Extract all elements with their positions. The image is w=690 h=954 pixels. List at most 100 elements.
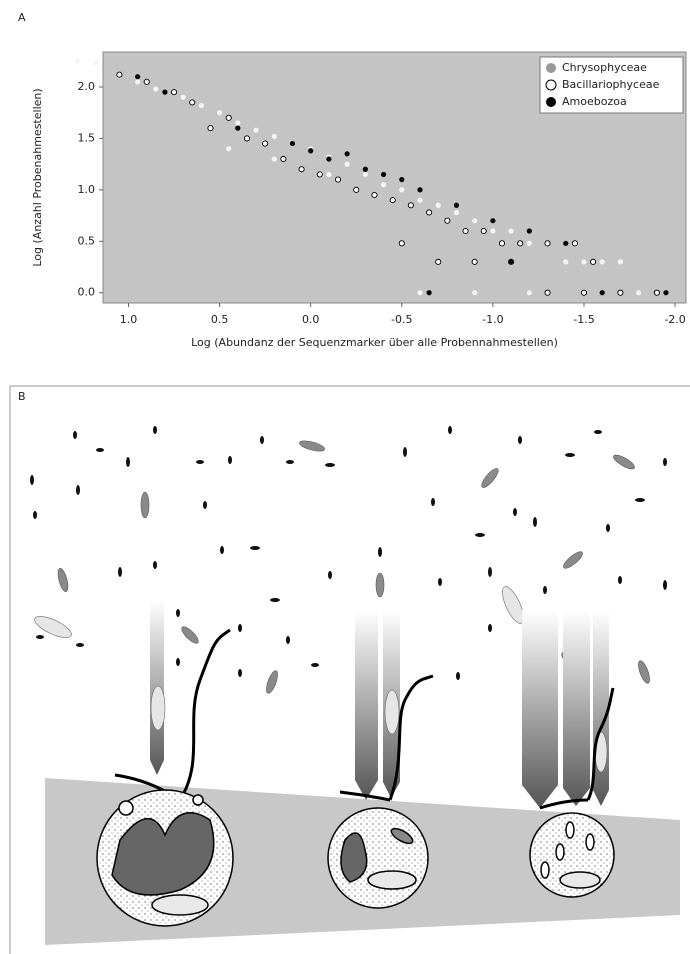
x-tick-label: 0.0	[302, 313, 320, 326]
point	[453, 209, 460, 216]
diagram: B	[9, 385, 690, 954]
point	[389, 197, 396, 204]
point	[508, 228, 514, 234]
point	[563, 240, 569, 246]
panel-label: B	[18, 390, 26, 403]
point	[225, 114, 232, 121]
point	[334, 176, 342, 183]
y-tick-label: 1.0	[78, 183, 96, 196]
y-tick-label: 1.5	[78, 131, 96, 144]
diatom	[150, 685, 166, 731]
legend-label: Bacillariophyceae	[562, 78, 660, 91]
point	[226, 146, 232, 152]
point	[417, 197, 423, 203]
amoebae	[96, 789, 615, 927]
point	[526, 240, 532, 246]
legend-marker	[546, 97, 556, 107]
point	[344, 161, 350, 167]
point	[581, 259, 587, 265]
point	[344, 151, 350, 157]
point	[417, 187, 423, 193]
legend-marker	[546, 63, 556, 73]
point	[517, 240, 524, 247]
point	[143, 78, 150, 85]
legend-label: Chrysophyceae	[562, 61, 647, 74]
point	[271, 156, 277, 162]
point	[571, 240, 578, 247]
x-tick-label: -1.5	[573, 313, 594, 326]
point	[526, 290, 532, 296]
point	[617, 289, 624, 296]
point	[498, 240, 506, 247]
x-axis-label: Log (Abundanz der Sequenzmarker über all…	[191, 336, 558, 349]
point	[326, 156, 332, 162]
point	[399, 176, 405, 183]
y-tick-label: 0.0	[78, 286, 96, 299]
x-tick-label: 0.5	[211, 313, 229, 326]
point	[508, 259, 514, 265]
x-tick-label: 1.0	[120, 313, 138, 326]
x-tick-label: -0.5	[391, 313, 412, 326]
point	[316, 171, 323, 178]
point	[580, 289, 588, 296]
point	[93, 60, 99, 66]
point	[599, 259, 605, 265]
point	[599, 290, 605, 296]
point	[135, 79, 141, 85]
point	[135, 74, 141, 80]
point	[407, 202, 414, 209]
legend-marker	[545, 79, 557, 91]
diatom	[384, 689, 400, 735]
point	[180, 94, 186, 100]
x-tick-label: -2.0	[664, 313, 685, 326]
point	[472, 290, 478, 296]
algae	[57, 440, 650, 758]
legend-box	[539, 56, 684, 114]
panel-label: A	[18, 11, 26, 24]
point	[371, 191, 378, 199]
point	[490, 228, 496, 234]
point	[490, 218, 496, 224]
point	[544, 240, 551, 247]
point	[298, 166, 305, 173]
point	[480, 227, 487, 235]
y-axis-label: Log (Anzahl Probenahmestellen)	[31, 88, 44, 266]
point	[153, 86, 159, 92]
point	[526, 228, 532, 234]
point	[189, 99, 196, 106]
point	[235, 120, 241, 126]
point	[380, 182, 387, 188]
point	[435, 258, 442, 265]
x-tick-label: -1.0	[482, 313, 503, 326]
point	[453, 202, 460, 208]
point	[326, 171, 332, 178]
point	[362, 166, 368, 172]
point	[308, 148, 314, 154]
y-tick-label: 2.0	[78, 80, 96, 93]
point	[171, 89, 178, 96]
point	[162, 89, 168, 95]
point	[74, 58, 81, 64]
point	[444, 217, 451, 224]
point	[417, 290, 423, 296]
flagella	[114, 628, 615, 810]
point	[353, 186, 360, 193]
uptake-arrows	[150, 600, 609, 808]
point	[198, 102, 204, 109]
diatoms	[34, 586, 524, 638]
point	[472, 218, 478, 224]
point	[235, 125, 241, 131]
point	[399, 187, 405, 193]
point	[426, 290, 432, 296]
point	[116, 71, 123, 78]
point	[636, 290, 642, 296]
y-tick-label: 0.5	[78, 234, 96, 247]
scatter-chart: 1.0 0.5 0.0 -0.5 -1.0 -1.5 -2.0 0.0 0.5 1.0 1.5 2.0…	[31, 51, 687, 349]
point	[280, 155, 287, 163]
point	[243, 135, 250, 142]
point	[663, 290, 669, 296]
point	[590, 258, 597, 265]
point	[653, 289, 660, 296]
point	[253, 127, 259, 133]
